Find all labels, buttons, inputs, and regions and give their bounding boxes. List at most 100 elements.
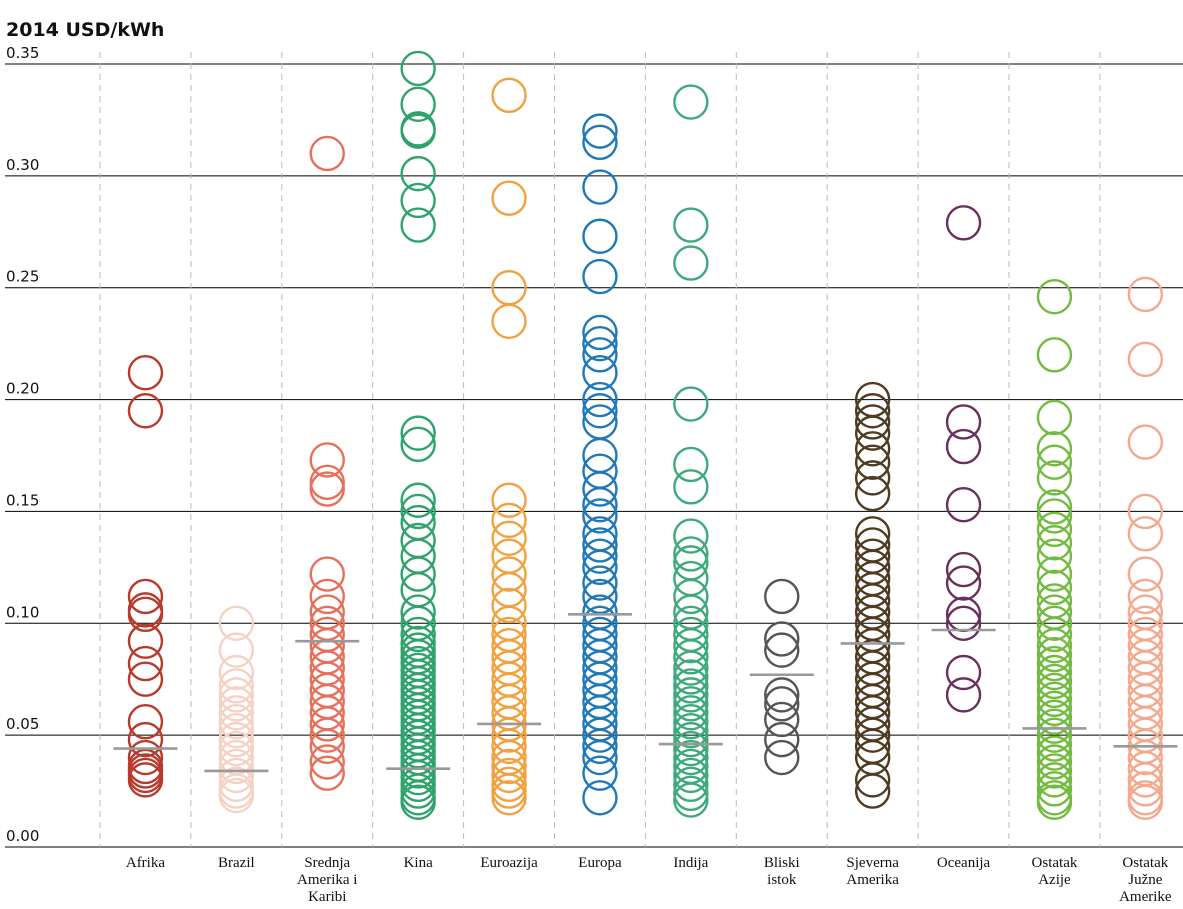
data-point [127, 355, 164, 391]
data-point [309, 706, 345, 742]
data-point [218, 695, 255, 731]
data-point [1127, 762, 1164, 798]
data-point [673, 245, 709, 281]
data-point [1036, 616, 1073, 653]
series-points [673, 84, 709, 818]
data-point [400, 652, 436, 688]
data-point [582, 565, 618, 601]
data-point [1036, 654, 1073, 691]
data-point [673, 712, 709, 749]
data-point [400, 556, 436, 592]
y-tick-labels: 0.00 0.05 0.10 0.15 0.20 0.25 0.30 0.35 [6, 44, 39, 845]
data-point [400, 426, 436, 463]
data-point [491, 748, 527, 785]
data-point [673, 446, 709, 483]
data-point [673, 627, 709, 664]
series-points [854, 381, 891, 809]
data-point [582, 218, 618, 254]
data-point [854, 717, 891, 753]
data-point [673, 739, 709, 776]
data-point [309, 135, 345, 172]
category-label-line: Oceanija [937, 855, 991, 871]
data-point [218, 748, 255, 785]
data-point [400, 50, 436, 87]
data-point [854, 415, 891, 451]
data-point [218, 757, 255, 794]
data-point [491, 780, 527, 816]
data-point [1036, 753, 1073, 789]
y-axis-unit-label: 2014 USD/kWh [6, 19, 164, 41]
data-point [1036, 569, 1073, 606]
category-label-line: Južne [1128, 872, 1162, 888]
data-point [582, 549, 618, 586]
data-point [218, 712, 255, 749]
data-point [1036, 431, 1073, 467]
data-point [127, 578, 164, 615]
y-tick-label: 0.05 [6, 715, 39, 733]
data-point [673, 775, 709, 812]
data-point [309, 471, 345, 507]
data-point [1127, 516, 1164, 552]
data-point [400, 692, 436, 729]
data-point [309, 556, 345, 592]
data-point [400, 672, 436, 709]
data-point [218, 704, 255, 740]
data-point [1036, 663, 1073, 700]
data-point [400, 665, 436, 702]
data-point [491, 728, 527, 765]
data-point [673, 686, 709, 722]
data-point [1036, 699, 1073, 735]
data-point [764, 739, 800, 776]
data-point [945, 205, 982, 241]
data-point [400, 784, 436, 820]
data-point [491, 766, 527, 803]
data-point [582, 780, 618, 816]
data-point [1036, 498, 1073, 534]
data-point [673, 730, 709, 767]
data-point [1036, 708, 1073, 744]
data-point [400, 207, 436, 243]
data-point [218, 654, 255, 691]
data-point [400, 773, 436, 809]
data-point [1036, 645, 1073, 682]
data-point [400, 113, 436, 149]
data-point [854, 773, 891, 809]
series-points [582, 113, 618, 816]
data-point [1036, 762, 1073, 798]
data-point [673, 757, 709, 794]
category-label-line: Kina [404, 855, 434, 871]
y-tick-label: 0.25 [6, 268, 39, 286]
data-point [582, 337, 618, 373]
data-point [582, 717, 618, 753]
category-label: Euroazija [480, 855, 538, 871]
y-tick-label: 0.00 [6, 827, 39, 845]
data-point [673, 518, 709, 554]
data-point [582, 258, 618, 295]
data-point [764, 677, 800, 713]
data-point [491, 180, 527, 216]
data-point [1036, 771, 1073, 807]
data-point [491, 757, 527, 794]
data-point [945, 565, 982, 601]
category-label: Bliski istok [764, 855, 800, 888]
data-point [400, 726, 436, 762]
data-point [218, 605, 255, 641]
category-label-line: istok [767, 872, 797, 888]
data-point [582, 314, 618, 351]
data-point [945, 596, 982, 633]
data-point [491, 538, 527, 574]
data-point [582, 169, 618, 205]
data-point [582, 755, 618, 791]
category-label-line: Afrika [126, 855, 165, 871]
data-point [764, 621, 800, 657]
data-point [945, 404, 982, 440]
data-point [673, 782, 709, 818]
data-point [582, 578, 618, 615]
data-point [582, 113, 618, 149]
data-point [582, 393, 618, 429]
data-point [400, 639, 436, 675]
data-point [400, 111, 436, 147]
data-point [1036, 511, 1073, 548]
data-point [491, 587, 527, 624]
data-point [309, 464, 345, 501]
